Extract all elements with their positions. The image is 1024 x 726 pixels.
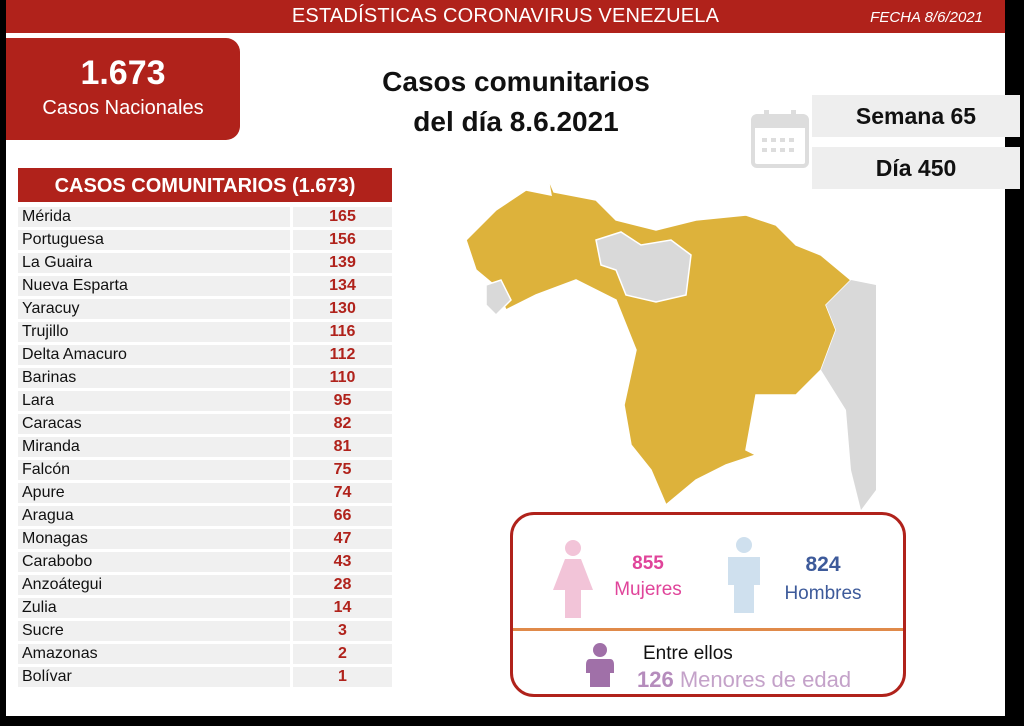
state-cases: 66 [293,505,392,526]
header-title: ESTADÍSTICAS CORONAVIRUS VENEZUELA [291,5,720,27]
state-cases: 81 [293,436,392,457]
state-name: Anzoátegui [18,574,290,595]
state-name: Aragua [18,505,290,526]
title-line-2: del día 8.6.2021 [413,106,619,137]
map-region-no-cases [821,280,876,510]
state-name: Mérida [18,206,290,227]
state-cases: 75 [293,459,392,480]
national-cases-value: 1.673 [80,54,166,92]
table-row: Monagas 47 [18,527,392,550]
national-cases-box: 1.673 Casos Nacionales [6,38,240,140]
men-label: Hombres [784,583,862,604]
national-cases-label: Casos Nacionales [42,97,204,119]
state-name: Bolívar [18,666,290,687]
table-row: Sucre 3 [18,619,392,642]
state-cases: 14 [293,597,392,618]
state-name: Carabobo [18,551,290,572]
venezuela-map [465,177,876,510]
cases-table: CASOS COMUNITARIOS (1.673) Mérida 165 Port… [18,168,392,688]
table-row: Carabobo 43 [18,550,392,573]
state-name: Miranda [18,436,290,457]
state-name: Amazonas [18,643,290,664]
state-name: Nueva Esparta [18,275,290,296]
state-name: Delta Amacuro [18,344,290,365]
gender-breakdown-box: 855 Mujeres 824 Hombres Entre ellos 126 … [510,512,906,697]
state-cases: 2 [293,643,392,664]
table-row: Lara 95 [18,389,392,412]
state-name: Falcón [18,459,290,480]
state-name: Trujillo [18,321,290,342]
table-row: Amazonas 2 [18,642,392,665]
table-row: Yaracuy 130 [18,297,392,320]
divider [513,628,903,631]
header-date: FECHA 8/6/2021 [870,9,983,26]
table-row: Apure 74 [18,481,392,504]
state-name: Apure [18,482,290,503]
map-region-cases [465,177,853,507]
state-cases: 47 [293,528,392,549]
table-row: Nueva Esparta 134 [18,274,392,297]
map-region-no-cases [595,231,692,303]
child-icon [586,643,614,687]
table-row: Mérida 165 [18,205,392,228]
table-row: Bolívar 1 [18,665,392,688]
state-cases: 116 [293,321,392,342]
women-count: 855 [632,553,664,574]
page-title: Casos comunitarios del día 8.6.2021 [346,62,686,142]
state-cases: 43 [293,551,392,572]
table-row: Caracas 82 [18,412,392,435]
men-count: 824 [805,553,841,576]
week-label: Semana 65 [812,95,1020,137]
state-cases: 156 [293,229,392,250]
header-bar: ESTADÍSTICAS CORONAVIRUS VENEZUELA FECHA… [6,0,1005,33]
state-name: Caracas [18,413,290,434]
state-cases: 1 [293,666,392,687]
state-cases: 134 [293,275,392,296]
state-cases: 74 [293,482,392,503]
state-cases: 165 [293,206,392,227]
female-icon [553,540,593,618]
table-row: Trujillo 116 [18,320,392,343]
table-row: Miranda 81 [18,435,392,458]
table-row: Delta Amacuro 112 [18,343,392,366]
women-label: Mujeres [614,579,682,600]
state-name: Portuguesa [18,229,290,250]
state-cases: 112 [293,344,392,365]
state-name: Barinas [18,367,290,388]
state-name: Lara [18,390,290,411]
state-name: Monagas [18,528,290,549]
map-region-no-cases [485,279,512,317]
table-row: Falcón 75 [18,458,392,481]
title-line-1: Casos comunitarios [382,66,650,97]
state-cases: 82 [293,413,392,434]
male-icon [728,537,760,613]
infographic: ESTADÍSTICAS CORONAVIRUS VENEZUELA FECHA… [6,0,1020,716]
table-row: La Guaira 139 [18,251,392,274]
state-name: Sucre [18,620,290,641]
table-header: CASOS COMUNITARIOS (1.673) [18,168,392,202]
minors-intro: Entre ellos [643,643,733,664]
calendar-icon [751,110,809,168]
state-cases: 130 [293,298,392,319]
state-cases: 95 [293,390,392,411]
table-row: Aragua 66 [18,504,392,527]
state-cases: 3 [293,620,392,641]
minors-label: Menores de edad [679,667,852,692]
state-cases: 139 [293,252,392,273]
minors-line: 126 Menores de edad [637,667,851,693]
table-row: Anzoátegui 28 [18,573,392,596]
state-cases: 110 [293,367,392,388]
table-row: Barinas 110 [18,366,392,389]
state-name: Zulia [18,597,290,618]
table-row: Zulia 14 [18,596,392,619]
minors-count: 126 [637,667,674,692]
state-name: Yaracuy [18,298,290,319]
day-label: Día 450 [812,147,1020,189]
state-name: La Guaira [18,252,290,273]
table-row: Portuguesa 156 [18,228,392,251]
state-cases: 28 [293,574,392,595]
